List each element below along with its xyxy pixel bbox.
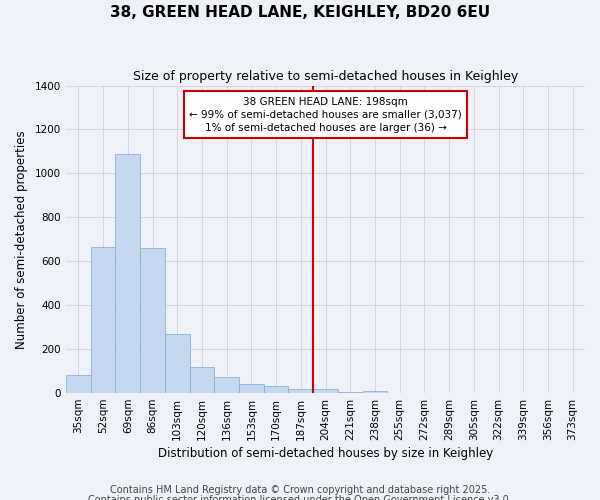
- Bar: [264, 386, 289, 393]
- Bar: [239, 384, 264, 393]
- Bar: [289, 388, 313, 393]
- Bar: [313, 388, 338, 393]
- Bar: [338, 392, 362, 393]
- Bar: [91, 247, 115, 393]
- Bar: [362, 391, 388, 393]
- Bar: [165, 334, 190, 393]
- Bar: [190, 366, 214, 393]
- X-axis label: Distribution of semi-detached houses by size in Keighley: Distribution of semi-detached houses by …: [158, 447, 493, 460]
- Bar: [66, 376, 91, 393]
- Text: 38 GREEN HEAD LANE: 198sqm
← 99% of semi-detached houses are smaller (3,037)
1% : 38 GREEN HEAD LANE: 198sqm ← 99% of semi…: [189, 96, 462, 133]
- Title: Size of property relative to semi-detached houses in Keighley: Size of property relative to semi-detach…: [133, 70, 518, 83]
- Y-axis label: Number of semi-detached properties: Number of semi-detached properties: [15, 130, 28, 348]
- Bar: [140, 248, 165, 393]
- Text: Contains public sector information licensed under the Open Government Licence v3: Contains public sector information licen…: [88, 495, 512, 500]
- Bar: [214, 376, 239, 393]
- Text: Contains HM Land Registry data © Crown copyright and database right 2025.: Contains HM Land Registry data © Crown c…: [110, 485, 490, 495]
- Text: 38, GREEN HEAD LANE, KEIGHLEY, BD20 6EU: 38, GREEN HEAD LANE, KEIGHLEY, BD20 6EU: [110, 5, 490, 20]
- Bar: [115, 154, 140, 393]
